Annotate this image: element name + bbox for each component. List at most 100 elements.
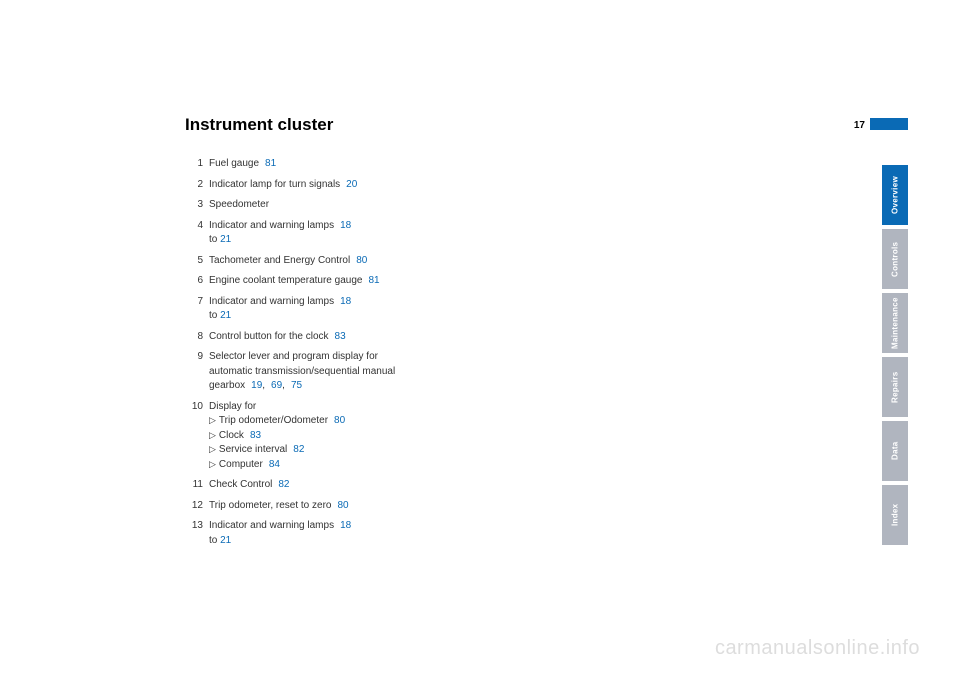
page-number: 17 <box>854 120 865 131</box>
page-ref-link[interactable]: 83 <box>335 331 346 342</box>
item-text: Engine coolant temperature gauge <box>209 275 362 286</box>
item-text: Trip odometer, reset to zero <box>209 500 331 511</box>
sub-item-label: Clock <box>219 430 244 441</box>
item-number: 4 <box>185 219 203 248</box>
item-number: 11 <box>185 478 203 493</box>
page-ref-link[interactable]: 18 <box>340 220 351 231</box>
list-item: 10Display for▷Trip odometer/Odometer80▷C… <box>185 400 415 473</box>
item-number: 10 <box>185 400 203 473</box>
list-item: 13 Indicator and warning lamps 18 to 21 <box>185 519 415 548</box>
item-text: Tachometer and Energy Control <box>209 255 350 266</box>
item-body: Speedometer <box>209 198 415 213</box>
item-body: Indicator and warning lamps 18 to 21 <box>209 519 415 548</box>
list-item: 1 Fuel gauge 81 <box>185 157 415 172</box>
page-ref-link[interactable]: 82 <box>293 444 304 455</box>
list-item: 12 Trip odometer, reset to zero 80 <box>185 499 415 514</box>
item-body: Fuel gauge 81 <box>209 157 415 172</box>
side-tab-index[interactable]: Index <box>882 485 908 545</box>
item-body: Engine coolant temperature gauge 81 <box>209 274 415 289</box>
item-text: Indicator lamp for turn signals <box>209 179 340 190</box>
page-ref-link[interactable]: 80 <box>334 415 345 426</box>
page-ref-link[interactable]: 21 <box>220 310 231 321</box>
item-text: Fuel gauge <box>209 158 259 169</box>
item-body: Control button for the clock 83 <box>209 330 415 345</box>
sub-item: ▷Clock 83 <box>209 429 415 444</box>
item-text-to: to <box>209 310 220 321</box>
list-item: 7 Indicator and warning lamps 18 to 21 <box>185 295 415 324</box>
list-item: 9Selector lever and program display for … <box>185 350 415 394</box>
list-item: 11 Check Control 82 <box>185 478 415 493</box>
side-tab-controls[interactable]: Controls <box>882 229 908 289</box>
item-text-to: to <box>209 234 220 245</box>
page-ref-link[interactable]: 81 <box>265 158 276 169</box>
item-number: 12 <box>185 499 203 514</box>
watermark: carmanualsonline.info <box>715 637 920 660</box>
page-ref-link[interactable]: 81 <box>368 275 379 286</box>
sub-item-label: Service interval <box>219 444 287 455</box>
page-ref-link[interactable]: 19 <box>251 380 262 391</box>
item-number: 2 <box>185 178 203 193</box>
page-ref-link[interactable]: 80 <box>356 255 367 266</box>
page-ref-link[interactable]: 80 <box>337 500 348 511</box>
page-number-bar <box>870 118 908 130</box>
sub-item-label: Trip odometer/Odometer <box>219 415 328 426</box>
items-list: 1Fuel gauge812Indicator lamp for turn si… <box>185 157 705 548</box>
item-number: 6 <box>185 274 203 289</box>
item-body: Check Control 82 <box>209 478 415 493</box>
item-body: Tachometer and Energy Control 80 <box>209 254 415 269</box>
list-item: 2 Indicator lamp for turn signals 20 <box>185 178 415 193</box>
item-text-to: to <box>209 535 220 546</box>
item-body: Display for▷Trip odometer/Odometer80▷Clo… <box>209 400 415 473</box>
item-body: Indicator lamp for turn signals 20 <box>209 178 415 193</box>
list-item: 5 Tachometer and Energy Control 80 <box>185 254 415 269</box>
side-tab-repairs[interactable]: Repairs <box>882 357 908 417</box>
side-tab-data[interactable]: Data <box>882 421 908 481</box>
page-ref-link[interactable]: 20 <box>346 179 357 190</box>
item-number: 3 <box>185 198 203 213</box>
side-tab-maintenance[interactable]: Maintenance <box>882 293 908 353</box>
item-text: Speedometer <box>209 199 269 210</box>
page-content: Instrument cluster 1Fuel gauge812Indicat… <box>185 115 705 554</box>
item-body: Selector lever and program display for a… <box>209 350 415 394</box>
triangle-icon: ▷ <box>209 459 216 469</box>
side-tabs: Overview Controls Maintenance Repairs Data In… <box>882 165 908 549</box>
list-item: 8 Control button for the clock 83 <box>185 330 415 345</box>
sub-item: ▷Service interval 82 <box>209 443 415 458</box>
page-ref-link[interactable]: 75 <box>291 380 302 391</box>
item-text: Selector lever and program display for a… <box>209 351 395 391</box>
item-text: Display for <box>209 401 256 412</box>
page-ref-link[interactable]: 18 <box>340 520 351 531</box>
item-number: 5 <box>185 254 203 269</box>
item-number: 9 <box>185 350 203 394</box>
sub-item: ▷Trip odometer/Odometer 80 <box>209 414 415 429</box>
page-ref-link[interactable]: 83 <box>250 430 261 441</box>
item-number: 7 <box>185 295 203 324</box>
page-ref-link[interactable]: 21 <box>220 234 231 245</box>
page-ref-link[interactable]: 18 <box>340 296 351 307</box>
item-body: Indicator and warning lamps 18 to 21 <box>209 295 415 324</box>
side-tab-overview[interactable]: Overview <box>882 165 908 225</box>
page-ref-link[interactable]: 82 <box>278 479 289 490</box>
item-text: Indicator and warning lamps <box>209 520 334 531</box>
item-number: 8 <box>185 330 203 345</box>
triangle-icon: ▷ <box>209 444 216 454</box>
list-item: 4 Indicator and warning lamps 18 to 21 <box>185 219 415 248</box>
page-ref-link[interactable]: 21 <box>220 535 231 546</box>
sub-item: ▷Computer 84 <box>209 458 415 473</box>
item-text: Indicator and warning lamps <box>209 296 334 307</box>
page-ref-link[interactable]: 84 <box>269 459 280 470</box>
item-text: Indicator and warning lamps <box>209 220 334 231</box>
item-body: Trip odometer, reset to zero 80 <box>209 499 415 514</box>
triangle-icon: ▷ <box>209 430 216 440</box>
page-ref-link[interactable]: 69 <box>271 380 282 391</box>
triangle-icon: ▷ <box>209 415 216 425</box>
sub-item-label: Computer <box>219 459 263 470</box>
item-text: Control button for the clock <box>209 331 329 342</box>
item-body: Indicator and warning lamps 18 to 21 <box>209 219 415 248</box>
list-item: 6 Engine coolant temperature gauge 81 <box>185 274 415 289</box>
item-number: 1 <box>185 157 203 172</box>
list-item: 3 Speedometer <box>185 198 415 213</box>
item-text: Check Control <box>209 479 272 490</box>
item-number: 13 <box>185 519 203 548</box>
page-title: Instrument cluster <box>185 115 705 135</box>
